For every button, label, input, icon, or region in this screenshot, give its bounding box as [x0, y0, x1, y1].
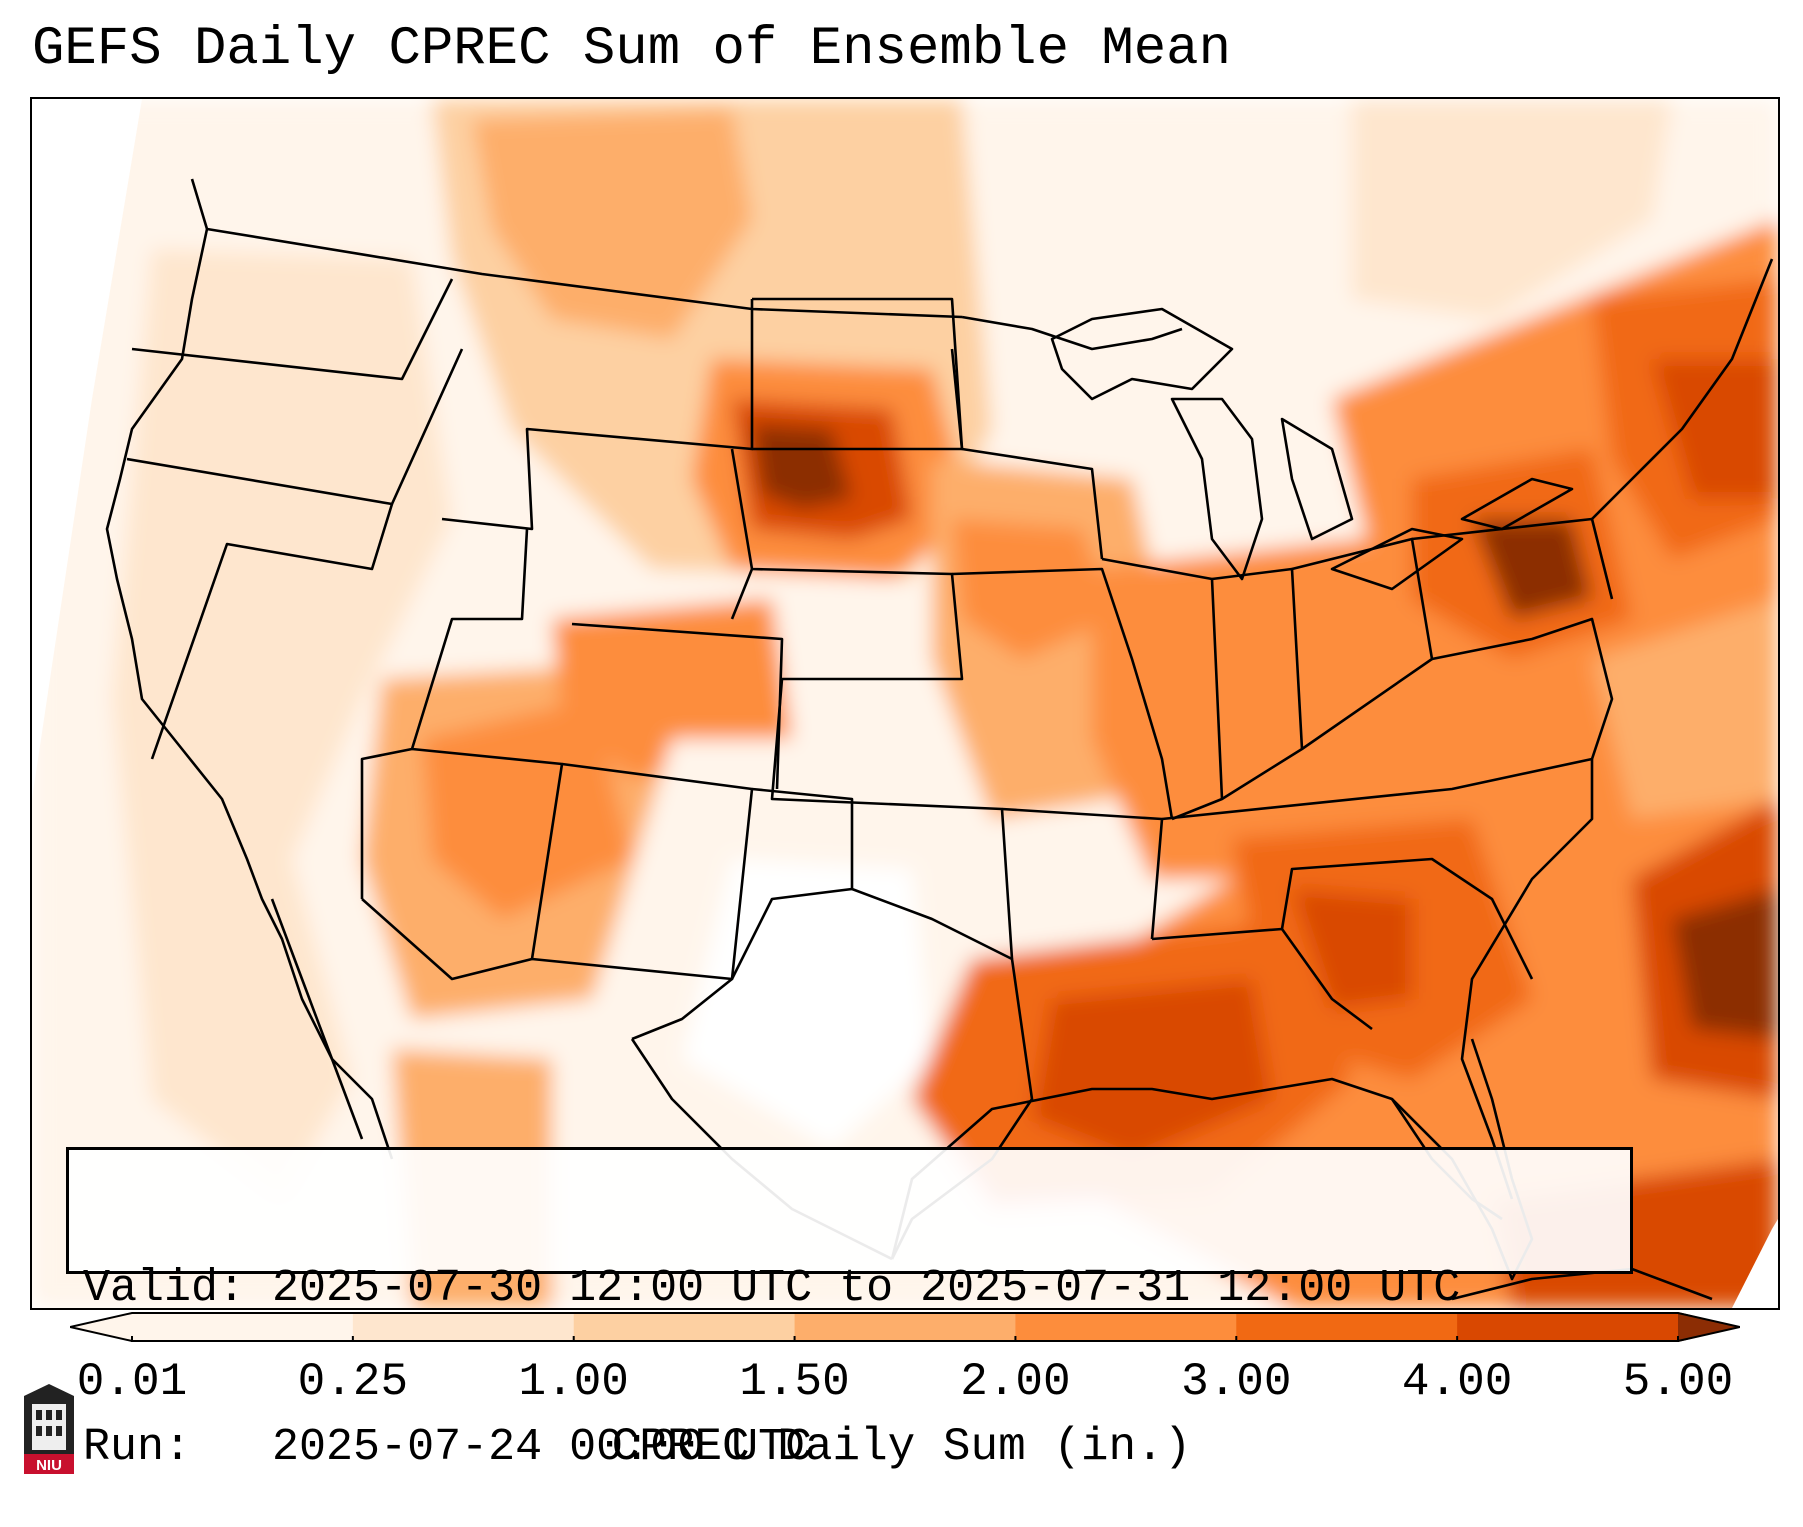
colorbar-segment	[132, 1312, 354, 1342]
colorbar-extend-low	[70, 1312, 132, 1342]
map-panel	[30, 97, 1780, 1310]
run-value: 2025-07-24 00:00 UTC	[272, 1422, 813, 1473]
valid-label: Valid:	[83, 1263, 246, 1314]
colorbar-segment	[1457, 1312, 1679, 1342]
niu-logo: NIU	[24, 1384, 74, 1474]
domain-edge-southeast	[1732, 1219, 1778, 1308]
colorbar-tick-label: 0.01	[76, 1356, 188, 1408]
chart-title: GEFS Daily CPREC Sum of Ensemble Mean	[32, 19, 1231, 80]
colorbar-tick-label: 1.50	[739, 1356, 850, 1408]
run-label: Run:	[83, 1422, 192, 1473]
colorbar-segment	[1015, 1312, 1237, 1342]
logo-band	[24, 1454, 74, 1474]
precipitation-map	[32, 99, 1778, 1308]
colorbar-segment	[352, 1312, 575, 1342]
logo-text: NIU	[36, 1457, 62, 1474]
colorbar-tick-label: 1.00	[518, 1356, 629, 1408]
colorbar	[70, 1312, 1740, 1342]
colorbar-tick-label: 3.00	[1181, 1356, 1292, 1408]
colorbar-tick-label: 4.00	[1401, 1356, 1513, 1408]
precip-shading	[32, 99, 1778, 1308]
run-line: Run: 2025-07-24 00:00 UTC	[83, 1421, 1630, 1474]
boundaries	[105, 178, 1774, 1301]
valid-run-box: Valid: 2025-07-30 12:00 UTC to 2025-07-3…	[66, 1147, 1633, 1473]
valid-line: Valid: 2025-07-30 12:00 UTC to 2025-07-3…	[83, 1262, 1630, 1315]
colorbar-tick-label: 2.00	[960, 1356, 1071, 1408]
colorbar-segment	[573, 1312, 796, 1342]
colorbar-tick-label: 5.00	[1622, 1356, 1734, 1408]
colorbar-label: CPREC Daily Sum (in.)	[611, 1421, 1192, 1473]
colorbar-extend-high	[1678, 1312, 1740, 1342]
valid-value: 2025-07-30 12:00 UTC to 2025-07-31 12:00…	[272, 1263, 1461, 1314]
colorbar-segment	[794, 1312, 1016, 1342]
domain-edge-west	[32, 99, 142, 799]
colorbar-tick-label: 0.25	[297, 1356, 409, 1408]
colorbar-segment	[1236, 1312, 1458, 1342]
